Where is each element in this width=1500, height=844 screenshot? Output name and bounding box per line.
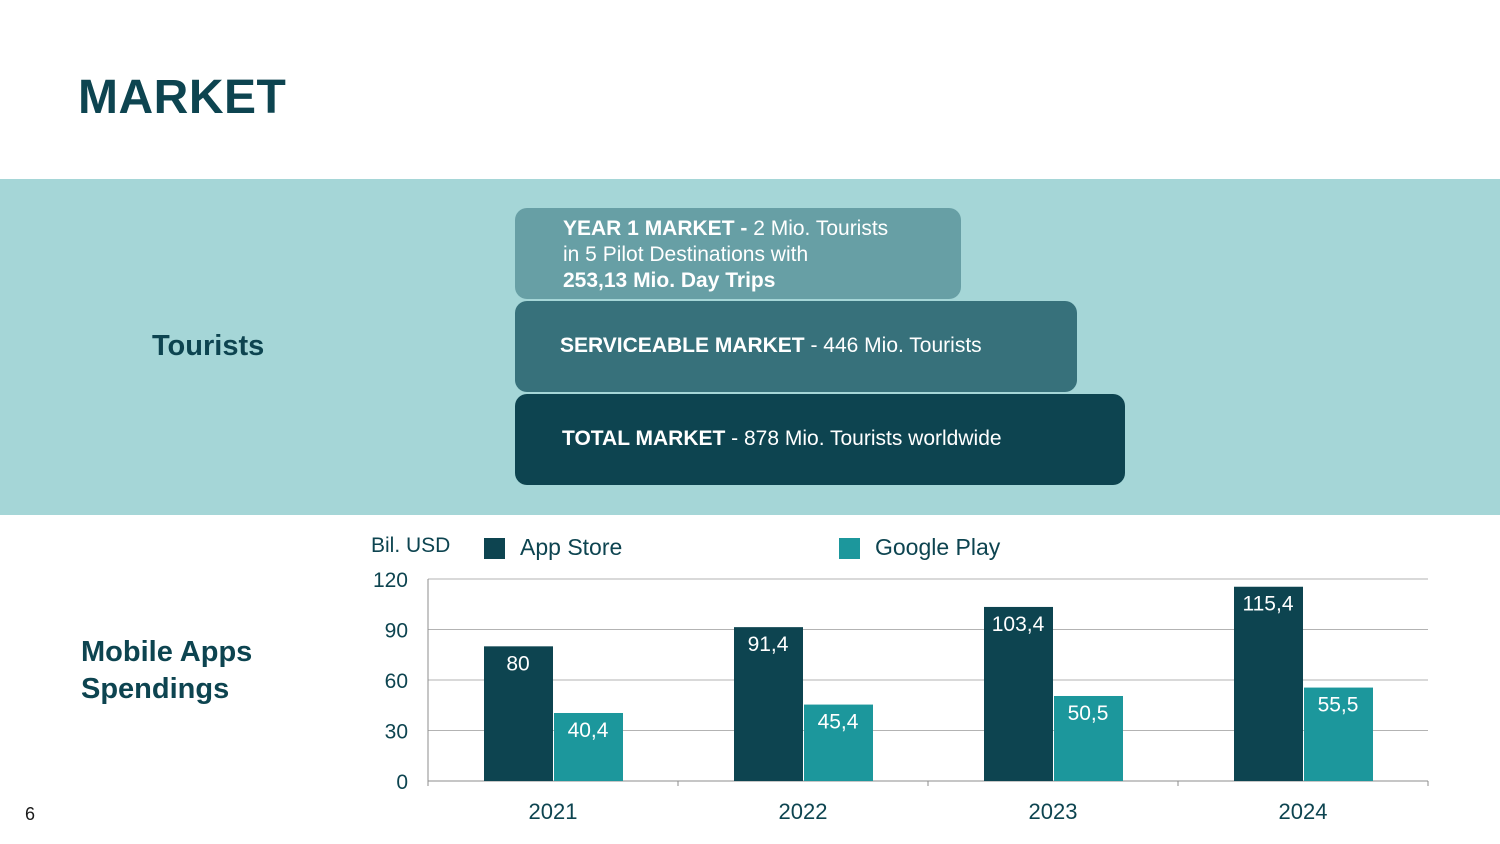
year1-heading: YEAR 1 MARKET - [563,217,748,240]
page-number: 6 [25,804,36,824]
year1-line2: in 5 Pilot Destinations with [563,243,809,266]
y-tick-label: 0 [396,771,408,794]
data-label: 40,4 [568,719,609,742]
serviceable-market-box: SERVICEABLE MARKET - 446 Mio. Tourists [515,301,1077,392]
data-label: 55,5 [1318,694,1359,717]
serviceable-heading: SERVICEABLE MARKET [560,334,805,357]
legend-swatch-app-store [484,538,505,559]
bar-google-play [804,704,873,781]
mobile-label-line1: Mobile Apps [81,636,253,668]
y-tick-label: 60 [385,670,408,693]
y-tick-label: 120 [373,569,408,592]
year1-line3: 253,13 Mio. Day Trips [563,268,961,294]
year1-day-trips: 253,13 Mio. Day Trips [563,269,776,292]
y-tick-label: 30 [385,721,408,744]
year1-market-box: YEAR 1 MARKET - 2 Mio. Tourists in 5 Pil… [515,208,961,299]
mobile-label-line2: Spendings [81,673,230,705]
year1-line1-rest: 2 Mio. Tourists [747,217,889,240]
bar-app-store [734,627,803,781]
legend-label-app-store: App Store [520,534,623,560]
bar-app-store [1234,586,1303,781]
data-label: 45,4 [818,711,859,734]
total-market-box: TOTAL MARKET - 878 Mio. Tourists worldwi… [515,394,1125,485]
total-heading: TOTAL MARKET [562,427,726,450]
page-title: MARKET [78,71,287,124]
serviceable-rest: - 446 Mio. Tourists [804,334,982,357]
x-tick-label: 2024 [1279,799,1328,824]
data-label: 91,4 [748,633,789,656]
bar-app-store [484,646,553,781]
y-tick-label: 90 [385,620,408,643]
x-tick-label: 2021 [529,799,578,824]
bar-google-play [1054,695,1123,781]
data-label: 80 [506,652,529,675]
data-label: 115,4 [1243,593,1294,616]
legend-label-google-play: Google Play [875,534,1001,560]
year1-line1: YEAR 1 MARKET - 2 Mio. Tourists [563,216,961,242]
data-label: 103,4 [992,613,1045,636]
legend-swatch-google-play [839,538,860,559]
x-tick-label: 2022 [779,799,828,824]
mobile-apps-label: Mobile Apps Spendings [81,634,252,708]
x-tick-label: 2023 [1029,799,1078,824]
data-label: 50,5 [1068,702,1109,725]
bar-google-play [554,712,623,781]
tourists-label: Tourists [152,330,265,362]
chart-y-unit: Bil. USD [371,534,451,557]
bar-app-store [984,606,1053,781]
bar-google-play [1304,687,1373,781]
total-rest: - 878 Mio. Tourists worldwide [725,427,1002,450]
